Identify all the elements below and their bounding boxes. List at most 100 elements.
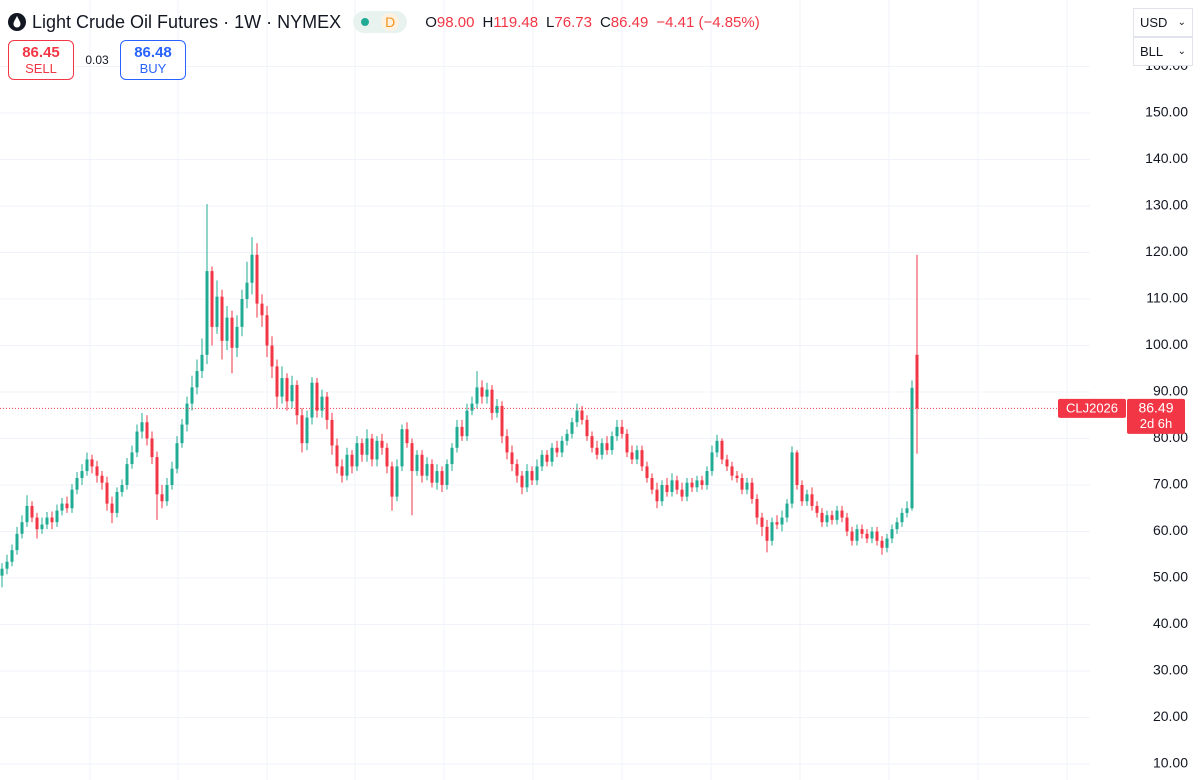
- candle-body: [0, 568, 4, 576]
- candle-body: [250, 254, 254, 283]
- y-tick-label: 120.00: [1145, 243, 1188, 259]
- candle-body: [505, 436, 509, 453]
- candle-body: [225, 317, 229, 341]
- candle-body: [450, 447, 454, 465]
- candle-body: [435, 471, 439, 483]
- candle-body: [875, 531, 879, 541]
- candle-body: [740, 478, 744, 490]
- candle-body: [400, 429, 404, 467]
- candle-body: [370, 438, 374, 460]
- candle-body: [335, 445, 339, 467]
- chart-header: Light Crude Oil Futures · 1W · NYMEX D O…: [8, 8, 760, 36]
- candle-body: [290, 385, 294, 402]
- candle-body: [300, 415, 304, 444]
- market-open-dot: [361, 18, 370, 26]
- candle-body: [775, 522, 779, 525]
- candle-body: [40, 524, 44, 530]
- candle-body: [590, 436, 594, 448]
- candle-body: [650, 478, 654, 490]
- candle-body: [120, 485, 124, 492]
- candle-body: [110, 503, 114, 513]
- y-tick-label: 60.00: [1153, 522, 1188, 538]
- candle-body: [755, 498, 759, 518]
- candle-body: [915, 354, 919, 409]
- candle-body: [50, 517, 54, 523]
- delay-badge: D: [381, 13, 400, 31]
- candle-body: [480, 387, 484, 397]
- candle-body: [555, 447, 559, 453]
- candle-body: [180, 424, 184, 444]
- currency: USD: [1140, 15, 1168, 30]
- candle-body: [215, 296, 219, 327]
- candle-body: [285, 378, 289, 402]
- candle-body: [430, 464, 434, 483]
- candle-body: [560, 440, 564, 453]
- candle-body: [340, 466, 344, 476]
- candle-body: [800, 485, 804, 502]
- candle-body: [795, 452, 799, 486]
- legend-key: O: [425, 13, 437, 31]
- candle-body: [140, 422, 144, 432]
- candle-body: [80, 471, 84, 479]
- candle-body: [720, 440, 724, 460]
- candle-body: [890, 529, 894, 539]
- candle-body: [610, 436, 614, 451]
- sell-button[interactable]: 86.45 SELL: [8, 40, 74, 80]
- candle-body: [495, 405, 499, 413]
- candle-body: [725, 459, 729, 467]
- candle-body: [5, 561, 9, 569]
- candle-body: [765, 526, 769, 541]
- candle-body: [580, 410, 584, 420]
- y-tick-label: 70.00: [1153, 476, 1188, 492]
- candle-body: [390, 466, 394, 497]
- candle-body: [565, 433, 569, 441]
- candle-body: [545, 454, 549, 462]
- candle-body: [185, 403, 189, 425]
- candle-body: [115, 491, 119, 513]
- candle-body: [860, 529, 864, 534]
- candle-body: [520, 475, 524, 488]
- candle-body: [735, 475, 739, 479]
- candle-body: [855, 529, 859, 541]
- candle-body: [275, 366, 279, 397]
- candle-body: [745, 482, 749, 490]
- sell-price: 86.45: [22, 44, 60, 61]
- buy-button[interactable]: 86.48 BUY: [120, 40, 186, 80]
- candle-body: [750, 482, 754, 499]
- currency-dropdown[interactable]: USD ⌄: [1133, 8, 1193, 37]
- candle-body: [200, 354, 204, 372]
- candle-body: [820, 512, 824, 523]
- candle-body: [405, 429, 409, 444]
- candle-body: [75, 478, 79, 490]
- candle-body: [195, 371, 199, 388]
- candle-body: [490, 389, 494, 413]
- candle-body: [345, 454, 349, 476]
- candle-body: [695, 480, 699, 488]
- candle-body: [395, 466, 399, 497]
- candle-body: [230, 317, 234, 348]
- symbol-tag: [1058, 398, 1126, 418]
- candle-body: [125, 464, 129, 486]
- buy-label: BUY: [139, 61, 167, 76]
- candle-body: [625, 433, 629, 453]
- candle-body: [210, 271, 214, 327]
- candle-body: [530, 471, 534, 481]
- candle-body: [10, 550, 14, 562]
- candle-body: [365, 438, 369, 455]
- y-tick-label: 140.00: [1145, 150, 1188, 166]
- price-tag-value: 86.49: [1138, 400, 1173, 416]
- candle-body: [425, 464, 429, 476]
- y-tick-label: 40.00: [1153, 615, 1188, 631]
- candle-body: [670, 480, 674, 492]
- price-tag-countdown: 2d 6h: [1140, 416, 1173, 431]
- legend-value: 76.73: [554, 13, 592, 31]
- candle-body: [835, 510, 839, 520]
- legend-key: C: [599, 13, 611, 31]
- unit-dropdown[interactable]: BLL ⌄: [1133, 37, 1193, 66]
- candle-body: [70, 489, 74, 509]
- candle-body: [760, 517, 764, 527]
- candle-body: [880, 540, 884, 548]
- candle-body: [165, 485, 169, 502]
- price-tag: [1127, 398, 1185, 434]
- status-pill[interactable]: D: [353, 11, 408, 33]
